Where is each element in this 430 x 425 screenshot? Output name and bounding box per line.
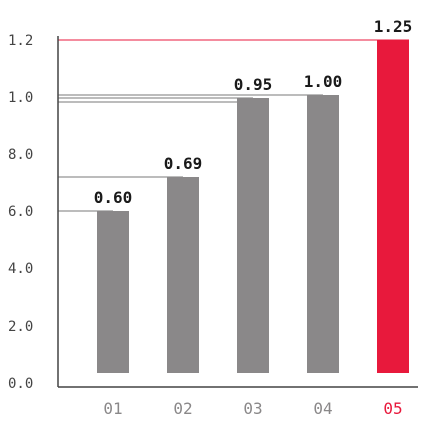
x-tick-labels: 01 02 03 04 05: [103, 399, 402, 418]
bars: [97, 40, 409, 373]
bar: [377, 40, 409, 373]
bar: [97, 211, 129, 373]
category-label: 02: [173, 399, 192, 418]
bar-value-label: 1.25: [374, 17, 413, 36]
y-tick-label: 6.0: [8, 204, 33, 220]
category-label: 04: [313, 399, 332, 418]
bar: [307, 95, 339, 373]
bar-value-label: 0.69: [164, 154, 203, 173]
category-label: 01: [103, 399, 122, 418]
bar-value-label: 0.95: [234, 75, 273, 94]
y-tick-label: 2.0: [8, 319, 33, 335]
bar: [237, 98, 269, 373]
y-tick-label: 1.2: [8, 33, 33, 49]
bar-value-label: 0.60: [94, 188, 133, 207]
bar-value-label: 1.00: [304, 72, 343, 91]
y-tick-label: 4.0: [8, 261, 33, 277]
y-tick-label: 1.0: [8, 90, 33, 106]
data-labels: 0.60 0.69 0.95 1.00 1.25: [94, 17, 413, 207]
category-label: 03: [243, 399, 262, 418]
guide-lines: [58, 39, 409, 212]
bar: [167, 177, 199, 373]
category-label: 05: [383, 399, 402, 418]
y-tick-labels: 0.0 2.0 4.0 6.0 8.0 1.0 1.2: [8, 33, 33, 392]
y-tick-label: 0.0: [8, 376, 33, 392]
y-tick-label: 8.0: [8, 147, 33, 163]
